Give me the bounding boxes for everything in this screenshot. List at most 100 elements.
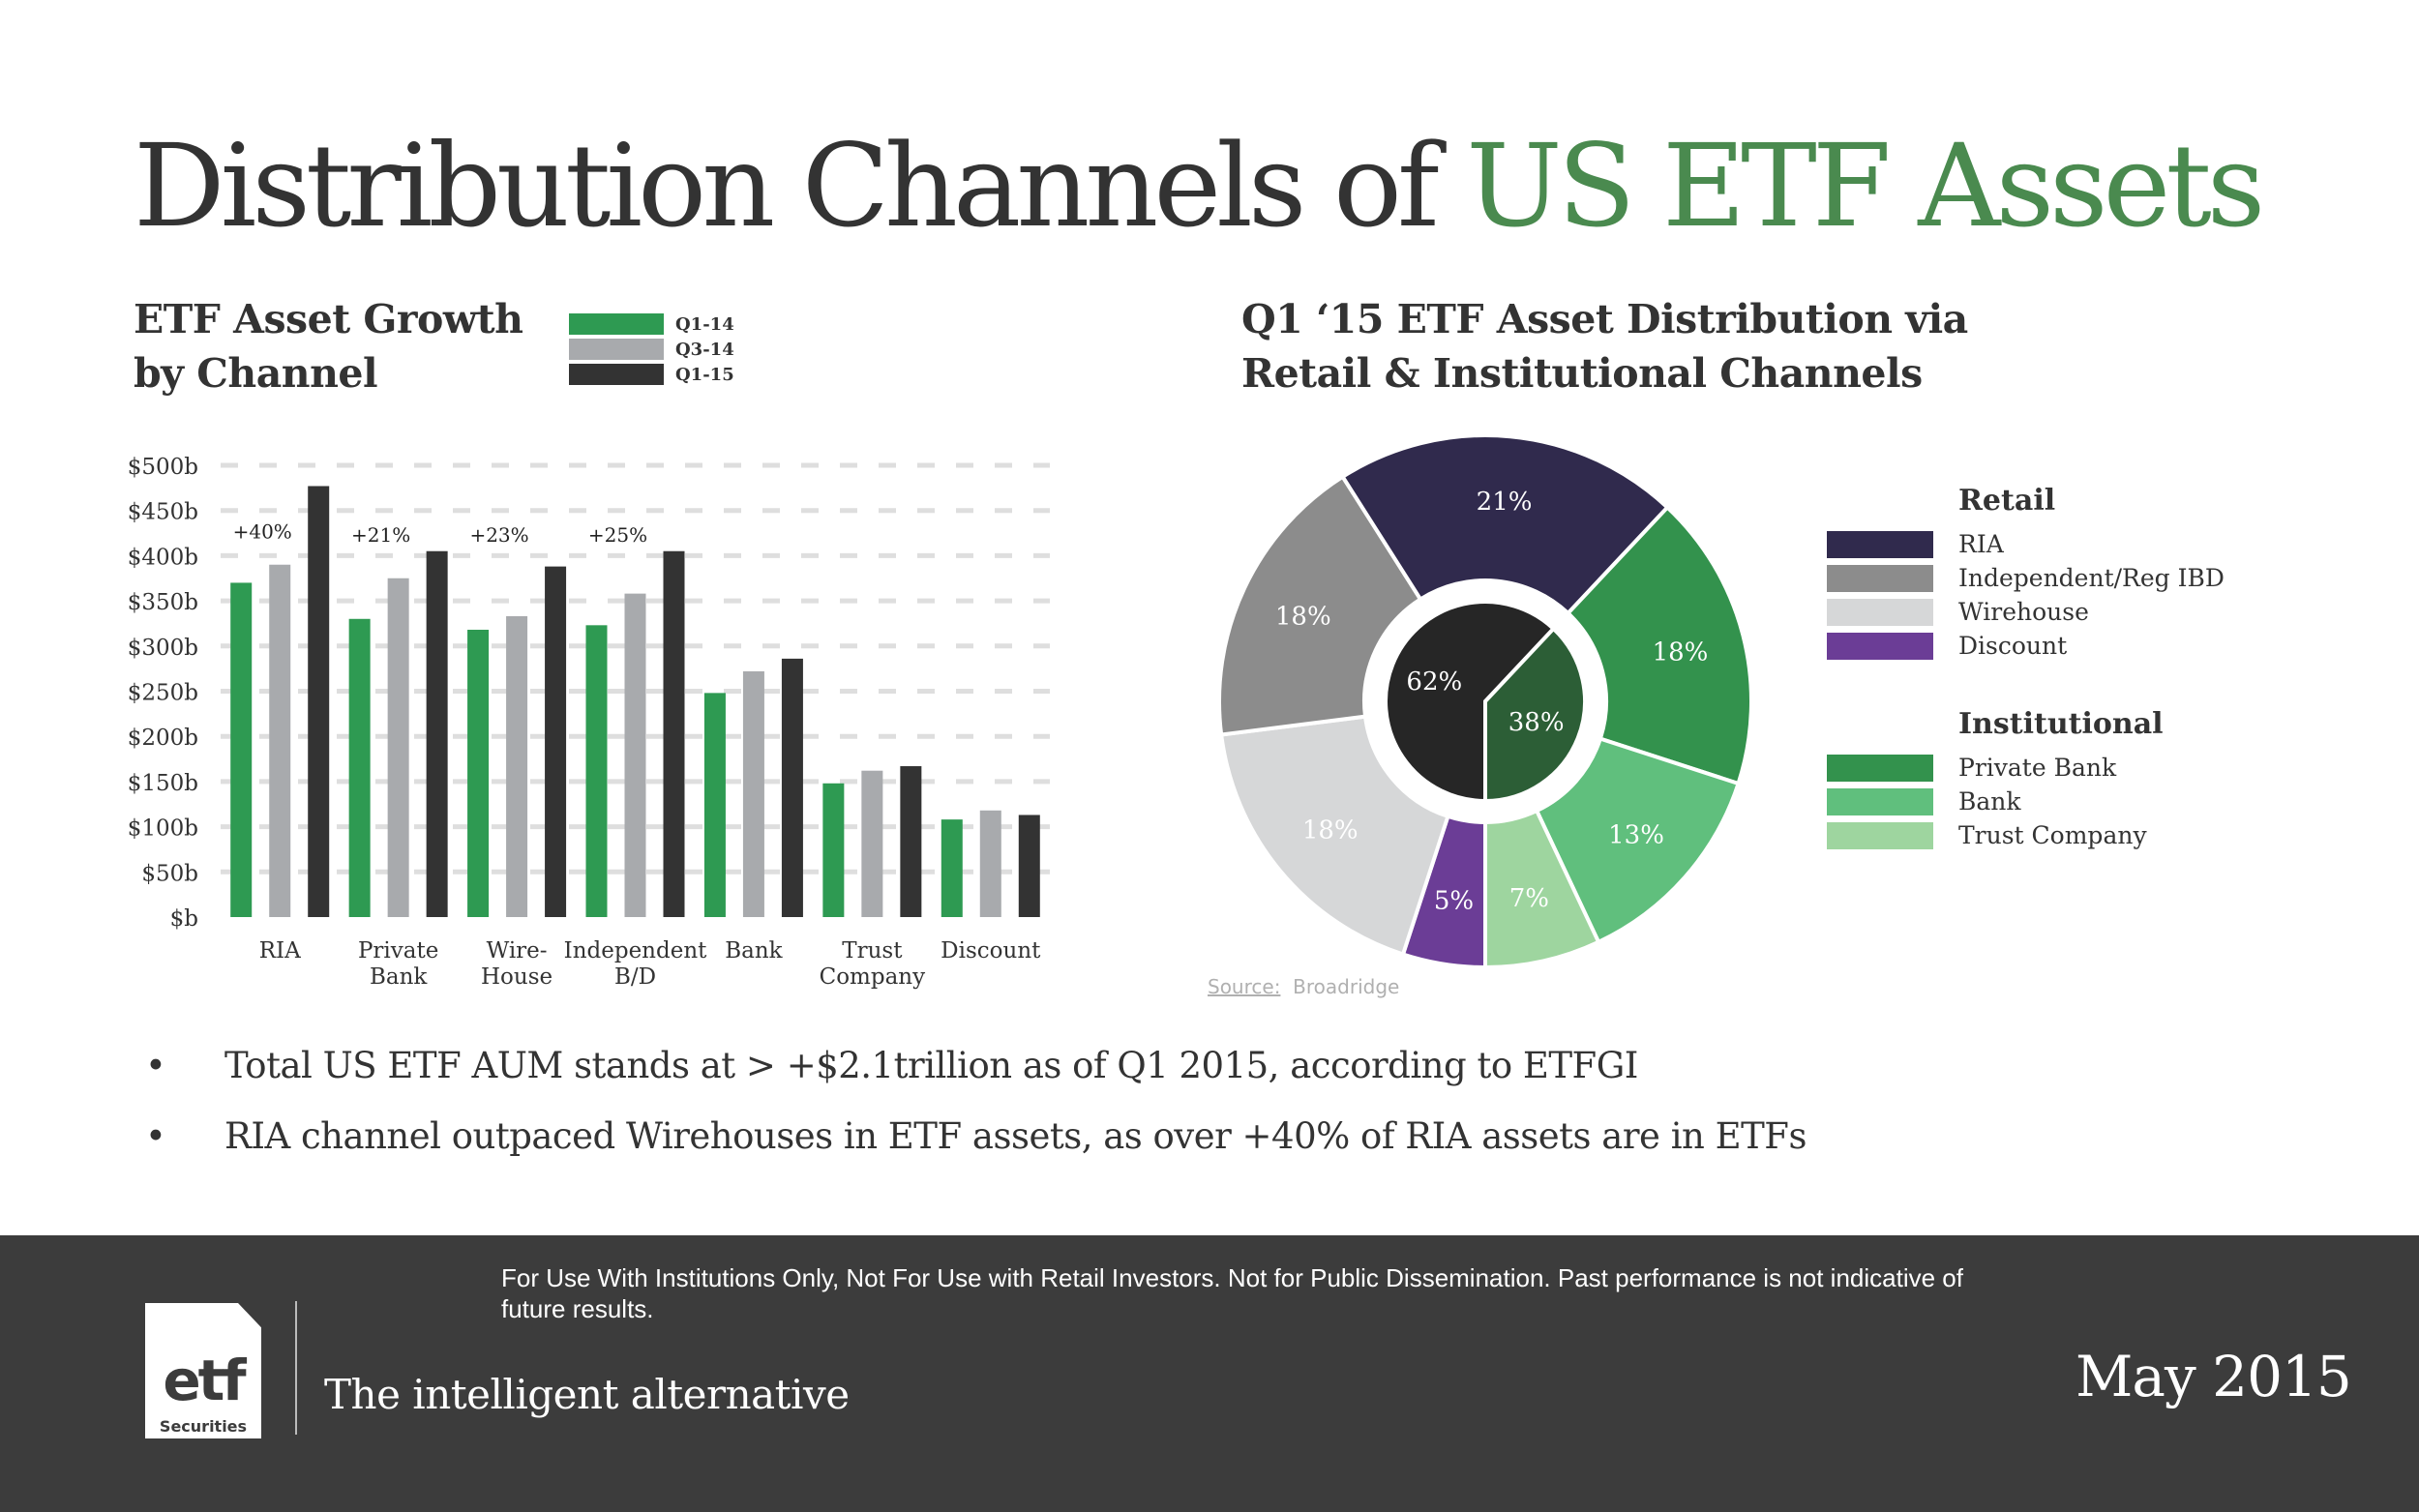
y-tick-label: $50b bbox=[141, 861, 198, 886]
legend-item-wirehouse: Wirehouse bbox=[1827, 595, 2225, 629]
slice-label-wirehouse: 18% bbox=[1302, 816, 1359, 845]
footer: For Use With Institutions Only, Not For … bbox=[0, 1235, 2419, 1512]
bullet-text: RIA channel outpaced Wirehouses in ETF a… bbox=[224, 1115, 1807, 1157]
legend-label: Independent/Reg IBD bbox=[1958, 564, 2225, 592]
legend-label: Trust Company bbox=[1958, 821, 2147, 849]
legend-swatch bbox=[1827, 530, 1933, 558]
bullet-list: • Total US ETF AUM stands at > +$2.1trill… bbox=[145, 1037, 1807, 1178]
legend-swatch bbox=[1827, 564, 1933, 592]
pie-chart-legend: Retail RIA Independent/Reg IBD Wirehouse Dis… bbox=[1827, 484, 2225, 852]
slice-label-independent-reg-ibd: 18% bbox=[1275, 602, 1331, 631]
logo-box bbox=[145, 1303, 261, 1438]
bar-q1-15-independent-b-d bbox=[663, 550, 685, 917]
bullet-dot-icon: • bbox=[145, 1115, 166, 1157]
legend-swatch bbox=[1827, 598, 1933, 626]
bar-q1-15-private-bank bbox=[426, 550, 448, 917]
bar-q3-14-wire-house bbox=[506, 615, 528, 917]
x-category-label: RIA bbox=[259, 938, 301, 964]
bullet-item: • Total US ETF AUM stands at > +$2.1trill… bbox=[145, 1037, 1807, 1108]
legend-item-q1-15: Q1-15 bbox=[569, 362, 734, 387]
legend-label-q3-14: Q3-14 bbox=[675, 339, 734, 360]
bar-chart-title-line-2: by Channel bbox=[134, 350, 378, 397]
bar-chart-title: ETF Asset Growth by Channel bbox=[134, 292, 523, 400]
title-main: Distribution Channels of bbox=[134, 119, 1467, 252]
legend-label: RIA bbox=[1958, 530, 2004, 558]
x-category-label: Independent bbox=[564, 938, 708, 964]
growth-label: +25% bbox=[588, 523, 647, 547]
legend-item-private-bank: Private Bank bbox=[1827, 751, 2225, 785]
inner-slice-institutional bbox=[1483, 626, 1587, 804]
x-category-label: House bbox=[481, 964, 552, 990]
pie-chart-title-line-2: Retail & Institutional Channels bbox=[1241, 350, 1923, 397]
bar-q1-14-private-bank bbox=[348, 618, 371, 917]
bar-q1-15-trust-company bbox=[900, 766, 922, 917]
etf-securities-logo: etf Securities bbox=[145, 1303, 261, 1438]
bar-q1-15-bank bbox=[781, 658, 803, 917]
bar-q1-15-discount bbox=[1018, 815, 1040, 917]
x-category-label: Discount bbox=[941, 938, 1041, 964]
disclaimer: For Use With Institutions Only, Not For … bbox=[501, 1263, 1963, 1323]
y-tick-label: $b bbox=[170, 906, 198, 932]
legend-item-q1-14: Q1-14 bbox=[569, 311, 734, 337]
bar-q3-14-trust-company bbox=[861, 770, 883, 917]
y-tick-label: $450b bbox=[128, 500, 198, 525]
legend-item-q3-14: Q3-14 bbox=[569, 337, 734, 362]
pie-chart-title-line-1: Q1 ‘15 ETF Asset Distribution via bbox=[1241, 296, 1968, 342]
inner-label-retail: 62% bbox=[1406, 667, 1462, 697]
legend-item-ria: RIA bbox=[1827, 527, 2225, 561]
logo-sub: Securities bbox=[159, 1417, 248, 1436]
legend-swatch bbox=[1827, 821, 1933, 849]
x-category-label: Private bbox=[358, 938, 438, 964]
footer-divider bbox=[295, 1301, 297, 1435]
title-accent: US ETF Assets bbox=[1466, 119, 2265, 252]
slice-trust-company bbox=[1483, 808, 1601, 970]
bullet-dot-icon: • bbox=[145, 1045, 166, 1086]
legend-heading-institutional: Institutional bbox=[1958, 707, 2164, 741]
slice-label-bank: 13% bbox=[1608, 821, 1664, 850]
bar-q1-14-trust-company bbox=[822, 783, 845, 917]
legend-swatch-q1-15 bbox=[569, 364, 664, 385]
bar-q1-14-ria bbox=[230, 582, 253, 917]
legend-label-q1-14: Q1-14 bbox=[675, 313, 734, 335]
growth-label: +21% bbox=[351, 523, 410, 547]
bar-q1-15-ria bbox=[308, 486, 330, 917]
y-tick-label: $400b bbox=[128, 545, 198, 570]
slice-bank bbox=[1534, 736, 1742, 945]
bar-q3-14-private-bank bbox=[387, 578, 409, 917]
legend-swatch bbox=[1827, 754, 1933, 782]
bar-chart-title-line-1: ETF Asset Growth bbox=[134, 296, 523, 342]
bullet-item: • RIA channel outpaced Wirehouses in ETF … bbox=[145, 1108, 1807, 1178]
slice-wirehouse bbox=[1218, 714, 1450, 958]
slice-label-private-bank: 18% bbox=[1653, 637, 1709, 667]
x-category-label: B/D bbox=[614, 964, 656, 990]
y-tick-label: $500b bbox=[128, 455, 198, 480]
slice-independent-reg-ibd bbox=[1217, 474, 1423, 737]
y-tick-label: $250b bbox=[128, 681, 198, 706]
slice-ria bbox=[1339, 433, 1671, 616]
y-tick-label: $300b bbox=[128, 636, 198, 661]
legend-label: Bank bbox=[1958, 787, 2021, 815]
legend-gap bbox=[1827, 663, 2225, 707]
bar-q1-14-discount bbox=[941, 819, 963, 917]
source-note: Source: Broadridge bbox=[1208, 975, 1399, 998]
legend-label: Discount bbox=[1958, 632, 2068, 660]
legend-label: Private Bank bbox=[1958, 754, 2117, 782]
pie-chart-title: Q1 ‘15 ETF Asset Distribution via Retail… bbox=[1241, 292, 1968, 400]
legend-swatch-q1-14 bbox=[569, 313, 664, 335]
bar-chart: $b $50b $100b $150b $200b $250b $300b $350b $400… bbox=[128, 455, 1050, 990]
outer-ring bbox=[1217, 433, 1753, 970]
slice-label-ria: 21% bbox=[1477, 488, 1533, 517]
report-date: May 2015 bbox=[2076, 1344, 2352, 1409]
logo-text: etf bbox=[163, 1348, 246, 1413]
bar-q1-14-bank bbox=[703, 693, 726, 917]
bar-q1-14-wire-house bbox=[467, 629, 490, 917]
source-value: Broadridge bbox=[1293, 975, 1400, 998]
inner-slice-retail bbox=[1384, 600, 1557, 804]
y-tick-label: $350b bbox=[128, 590, 198, 615]
inner-label-institutional: 38% bbox=[1508, 708, 1565, 737]
bar-chart-legend: Q1-14 Q3-14 Q1-15 bbox=[569, 311, 734, 387]
x-category-label: Bank bbox=[725, 938, 783, 964]
legend-item-trust-company: Trust Company bbox=[1827, 818, 2225, 852]
legend-item-independent-reg-ibd: Independent/Reg IBD bbox=[1827, 561, 2225, 595]
bar-q1-14-independent-b-d bbox=[585, 625, 608, 917]
